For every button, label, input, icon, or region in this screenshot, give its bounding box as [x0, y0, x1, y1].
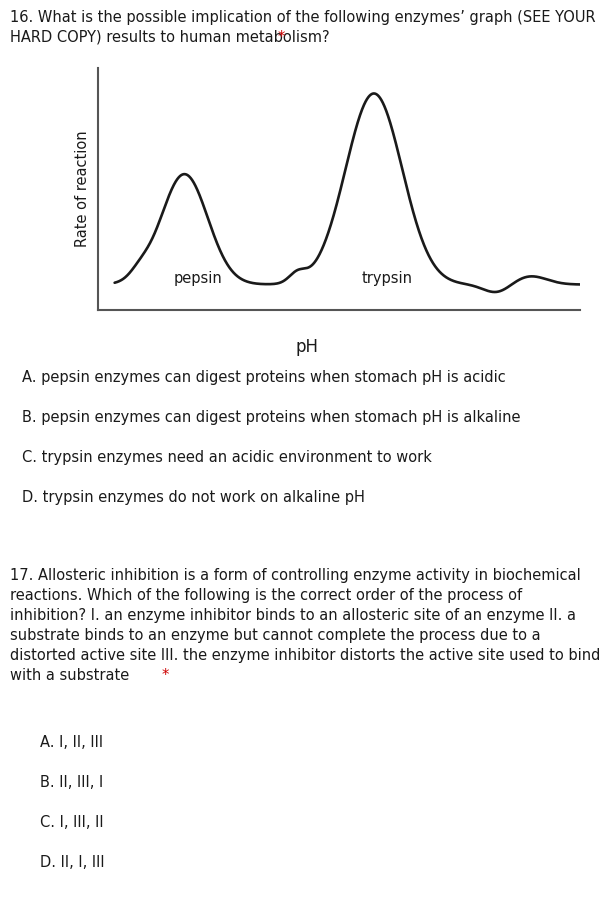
Text: with a substrate: with a substrate	[10, 668, 134, 683]
Text: pH: pH	[295, 338, 319, 356]
Text: B. II, III, I: B. II, III, I	[40, 775, 103, 790]
Text: inhibition? I. an enzyme inhibitor binds to an allosteric site of an enzyme II. : inhibition? I. an enzyme inhibitor binds…	[10, 608, 576, 623]
Text: D. II, I, III: D. II, I, III	[40, 855, 104, 870]
Text: A. pepsin enzymes can digest proteins when stomach pH is acidic: A. pepsin enzymes can digest proteins wh…	[22, 370, 506, 385]
Text: HARD COPY) results to human metabolism?: HARD COPY) results to human metabolism?	[10, 30, 334, 45]
Text: distorted active site III. the enzyme inhibitor distorts the active site used to: distorted active site III. the enzyme in…	[10, 648, 600, 663]
Text: C. trypsin enzymes need an acidic environment to work: C. trypsin enzymes need an acidic enviro…	[22, 450, 432, 465]
Text: *: *	[278, 30, 286, 45]
Text: trypsin: trypsin	[362, 270, 413, 286]
Text: 17. Allosteric inhibition is a form of controlling enzyme activity in biochemica: 17. Allosteric inhibition is a form of c…	[10, 568, 581, 583]
Text: A. I, II, III: A. I, II, III	[40, 735, 103, 750]
Text: 16. What is the possible implication of the following enzymes’ graph (SEE YOUR: 16. What is the possible implication of …	[10, 10, 596, 25]
Y-axis label: Rate of reaction: Rate of reaction	[75, 131, 90, 247]
Text: *: *	[162, 668, 169, 683]
Text: C. I, III, II: C. I, III, II	[40, 815, 104, 830]
Text: D. trypsin enzymes do not work on alkaline pH: D. trypsin enzymes do not work on alkali…	[22, 490, 365, 505]
Text: reactions. Which of the following is the correct order of the process of: reactions. Which of the following is the…	[10, 588, 522, 603]
Text: B. pepsin enzymes can digest proteins when stomach pH is alkaline: B. pepsin enzymes can digest proteins wh…	[22, 410, 521, 425]
Text: pepsin: pepsin	[173, 270, 222, 286]
Text: substrate binds to an enzyme but cannot complete the process due to a: substrate binds to an enzyme but cannot …	[10, 628, 540, 643]
